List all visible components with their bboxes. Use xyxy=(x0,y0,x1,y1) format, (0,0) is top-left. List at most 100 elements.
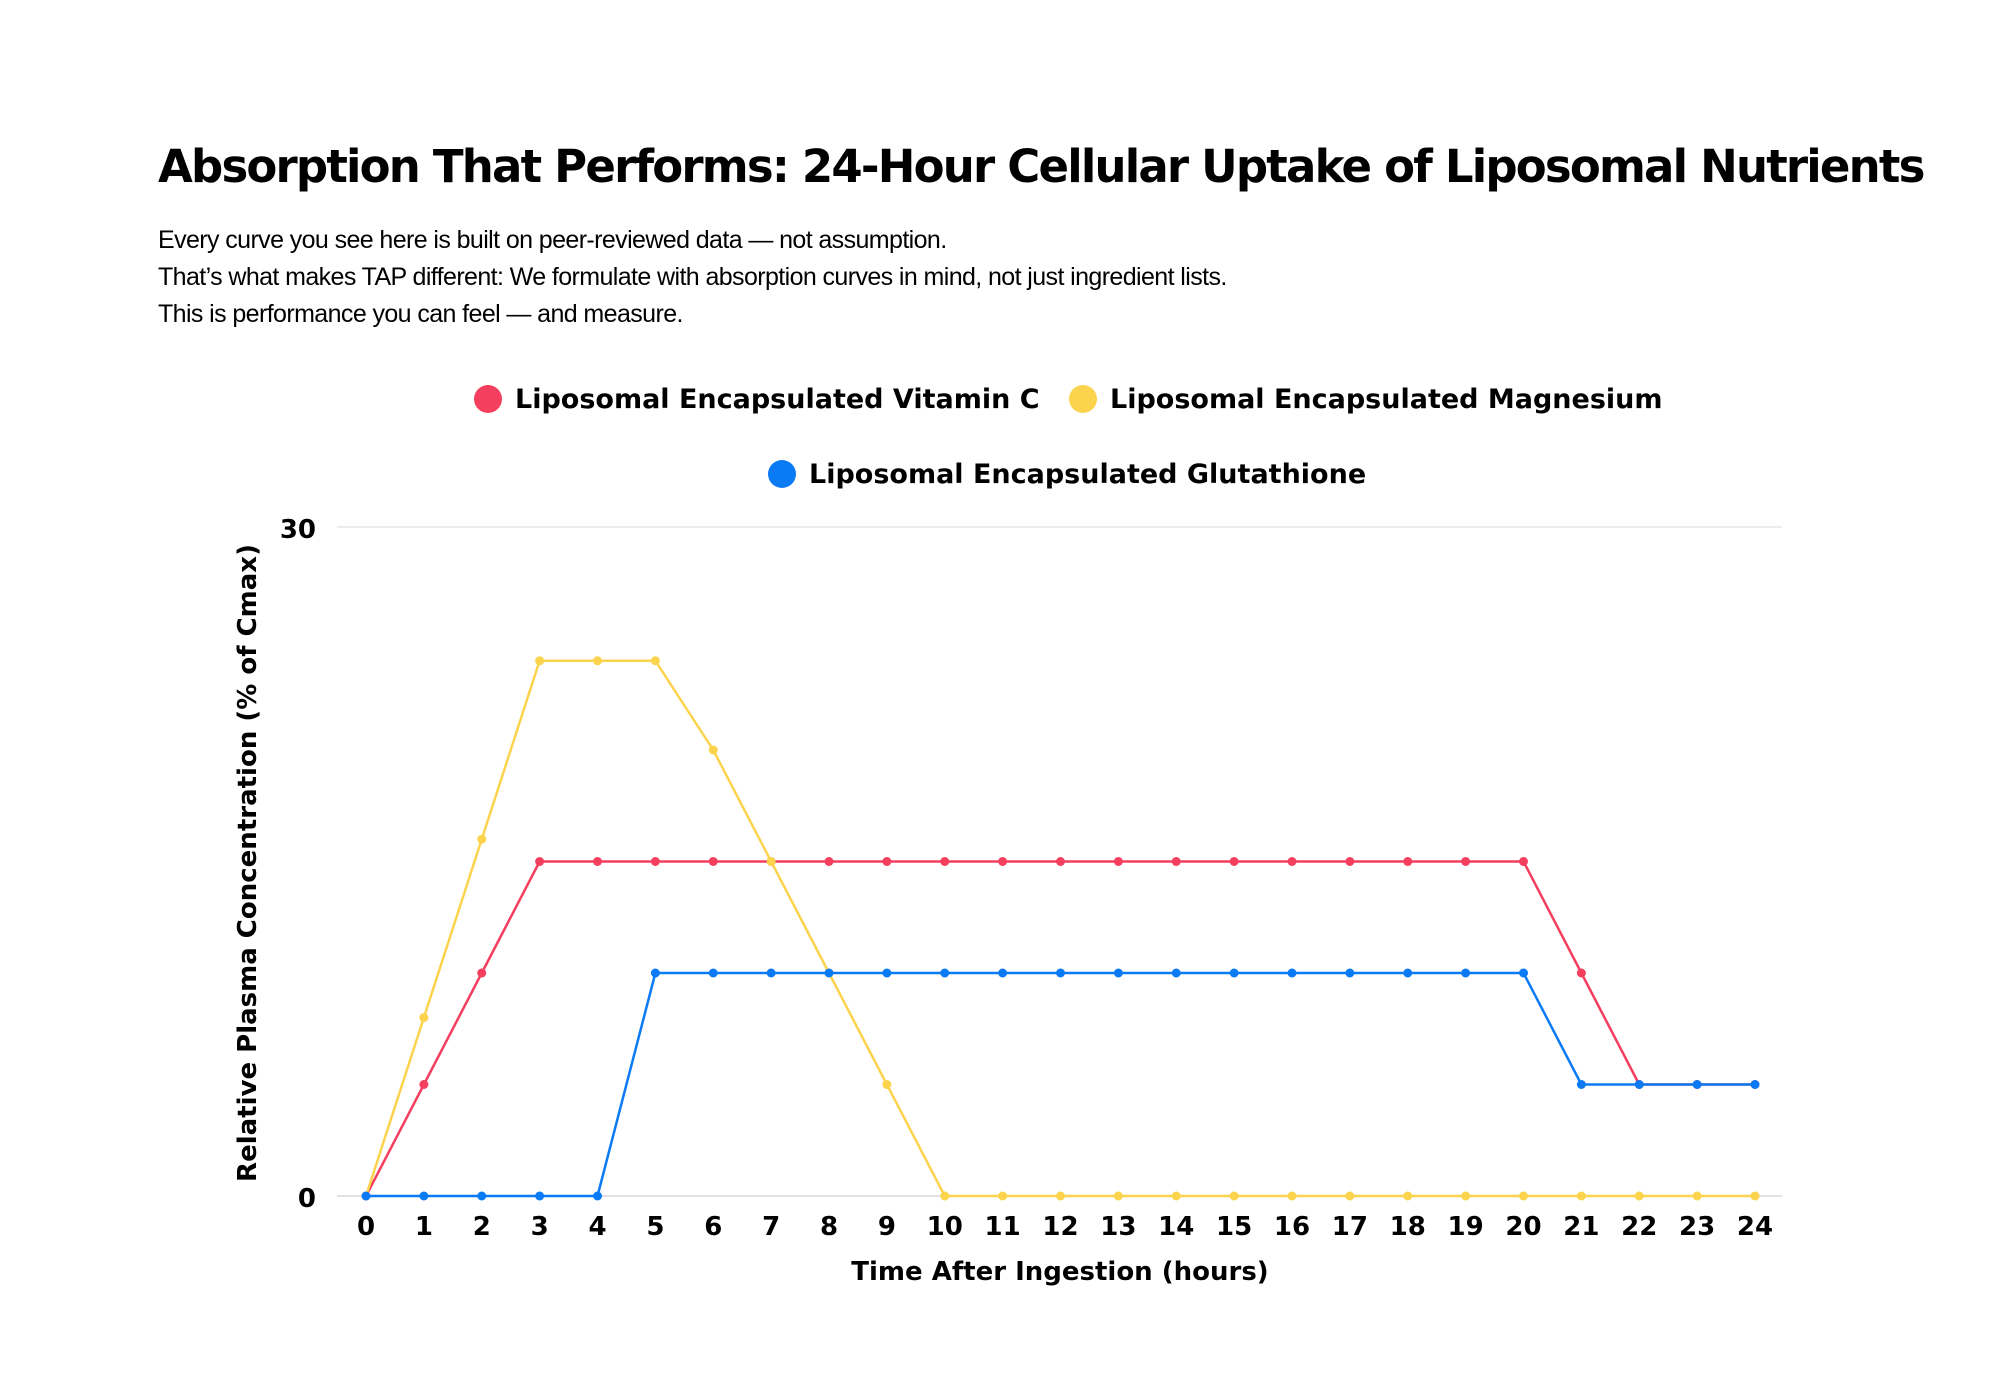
data-point-liposomal-encapsulated-vitamin-c xyxy=(1229,857,1239,866)
x-tick-label: 18 xyxy=(1390,1212,1426,1242)
data-point-liposomal-encapsulated-magnesium xyxy=(882,1080,892,1089)
data-point-liposomal-encapsulated-vitamin-c xyxy=(477,968,487,978)
data-point-liposomal-encapsulated-magnesium xyxy=(1287,1191,1297,1201)
data-point-liposomal-encapsulated-magnesium xyxy=(1692,1191,1702,1201)
series-line-liposomal-encapsulated-vitamin-c xyxy=(364,860,1755,1197)
data-point-liposomal-encapsulated-vitamin-c xyxy=(1345,857,1355,866)
x-tick-label: 17 xyxy=(1332,1212,1368,1242)
data-point-liposomal-encapsulated-glutathione xyxy=(535,1191,545,1201)
y-axis: 30 0 Relative Plasma Concentration (% of… xyxy=(233,515,316,1214)
data-point-liposomal-encapsulated-vitamin-c xyxy=(1113,857,1123,866)
data-point-liposomal-encapsulated-magnesium xyxy=(1113,1191,1123,1201)
series-layer xyxy=(361,656,1760,1201)
data-point-liposomal-encapsulated-vitamin-c xyxy=(1171,857,1181,866)
x-tick-label: 7 xyxy=(762,1212,780,1242)
data-point-liposomal-encapsulated-glutathione xyxy=(1634,1080,1644,1089)
data-point-liposomal-encapsulated-magnesium xyxy=(1056,1191,1065,1201)
y-axis-title: Relative Plasma Concentration (% of Cmax… xyxy=(233,544,263,1182)
x-axis-title: Time After Ingestion (hours) xyxy=(851,1257,1268,1287)
legend-marker-glutathione xyxy=(768,460,796,488)
data-point-liposomal-encapsulated-magnesium xyxy=(419,1013,429,1023)
data-point-liposomal-encapsulated-glutathione xyxy=(1287,968,1297,978)
x-tick-label: 23 xyxy=(1679,1212,1715,1242)
series-liposomal-encapsulated-glutathione xyxy=(361,968,1760,1201)
data-point-liposomal-encapsulated-magnesium xyxy=(1750,1191,1760,1201)
x-tick-label: 8 xyxy=(820,1212,838,1242)
data-point-liposomal-encapsulated-glutathione xyxy=(824,968,834,978)
data-point-liposomal-encapsulated-glutathione xyxy=(766,968,776,978)
x-tick-label: 10 xyxy=(927,1212,963,1242)
data-point-liposomal-encapsulated-vitamin-c xyxy=(1576,968,1586,978)
x-tick-label: 21 xyxy=(1563,1212,1599,1242)
data-point-liposomal-encapsulated-magnesium xyxy=(1461,1191,1471,1201)
x-tick-label: 9 xyxy=(878,1212,896,1242)
data-point-liposomal-encapsulated-vitamin-c xyxy=(1403,857,1413,866)
legend-label-magnesium: Liposomal Encapsulated Magnesium xyxy=(1110,384,1663,415)
data-point-liposomal-encapsulated-glutathione xyxy=(1750,1080,1760,1089)
data-point-liposomal-encapsulated-glutathione xyxy=(1113,968,1123,978)
data-point-liposomal-encapsulated-vitamin-c xyxy=(650,857,660,866)
x-tick-label: 19 xyxy=(1448,1212,1484,1242)
data-point-liposomal-encapsulated-vitamin-c xyxy=(1519,857,1528,866)
x-tick-label: 5 xyxy=(646,1212,664,1242)
legend-marker-vitamin-c xyxy=(474,385,502,413)
x-tick-label: 1 xyxy=(415,1212,433,1242)
data-point-liposomal-encapsulated-glutathione xyxy=(1692,1080,1702,1089)
data-point-liposomal-encapsulated-magnesium xyxy=(940,1191,950,1201)
data-point-liposomal-encapsulated-vitamin-c xyxy=(708,857,718,866)
x-tick-label: 15 xyxy=(1216,1212,1252,1242)
series-line-liposomal-encapsulated-magnesium xyxy=(364,659,1755,1198)
subtitle-line-1: Every curve you see here is built on pee… xyxy=(158,226,947,254)
y-tick-label-max: 30 xyxy=(280,515,316,545)
data-point-liposomal-encapsulated-vitamin-c xyxy=(535,857,545,866)
subtitle: Every curve you see here is built on pee… xyxy=(158,222,1227,333)
data-point-liposomal-encapsulated-glutathione xyxy=(1576,1080,1586,1089)
data-point-liposomal-encapsulated-magnesium xyxy=(766,857,776,866)
data-point-liposomal-encapsulated-glutathione xyxy=(1519,968,1528,978)
data-point-liposomal-encapsulated-glutathione xyxy=(1461,968,1471,978)
legend-label-vitamin-c: Liposomal Encapsulated Vitamin C xyxy=(515,384,1040,415)
data-point-liposomal-encapsulated-magnesium xyxy=(1403,1191,1413,1201)
data-point-liposomal-encapsulated-glutathione xyxy=(1229,968,1239,978)
legend-item-glutathione: Liposomal Encapsulated Glutathione xyxy=(768,459,1366,490)
legend-label-glutathione: Liposomal Encapsulated Glutathione xyxy=(809,459,1366,490)
data-point-liposomal-encapsulated-glutathione xyxy=(1345,968,1355,978)
data-point-liposomal-encapsulated-glutathione xyxy=(882,968,892,978)
data-point-liposomal-encapsulated-glutathione xyxy=(361,1191,371,1201)
subtitle-line-2: That’s what makes TAP different: We form… xyxy=(158,263,1227,291)
x-tick-label: 4 xyxy=(588,1212,606,1242)
data-point-liposomal-encapsulated-magnesium xyxy=(1171,1191,1181,1201)
data-point-liposomal-encapsulated-vitamin-c xyxy=(824,857,834,866)
data-point-liposomal-encapsulated-glutathione xyxy=(708,968,718,978)
data-point-liposomal-encapsulated-magnesium xyxy=(650,656,660,666)
data-point-liposomal-encapsulated-magnesium xyxy=(1576,1191,1586,1201)
data-point-liposomal-encapsulated-glutathione xyxy=(477,1191,487,1201)
data-point-liposomal-encapsulated-glutathione xyxy=(650,968,660,978)
data-point-liposomal-encapsulated-vitamin-c xyxy=(1056,857,1065,866)
data-point-liposomal-encapsulated-glutathione xyxy=(1171,968,1181,978)
data-point-liposomal-encapsulated-glutathione xyxy=(940,968,950,978)
data-point-liposomal-encapsulated-magnesium xyxy=(998,1191,1008,1201)
data-point-liposomal-encapsulated-magnesium xyxy=(1345,1191,1355,1201)
data-point-liposomal-encapsulated-vitamin-c xyxy=(1461,857,1471,866)
x-tick-label: 11 xyxy=(985,1212,1021,1242)
x-tick-label: 12 xyxy=(1042,1212,1078,1242)
subtitle-line-3: This is performance you can feel — and m… xyxy=(158,300,683,328)
data-point-liposomal-encapsulated-vitamin-c xyxy=(593,857,602,866)
series-line-liposomal-encapsulated-glutathione xyxy=(366,971,1755,1198)
y-tick-label-min: 0 xyxy=(298,1184,316,1214)
data-point-liposomal-encapsulated-magnesium xyxy=(535,656,545,666)
x-axis-ticks: 0 1 2 3 4 5 6 7 8 9 10 11 12 13 14 15 16 17 18 19 20 21 22 23 24 xyxy=(357,1212,1773,1242)
data-point-liposomal-encapsulated-glutathione xyxy=(1403,968,1413,978)
data-point-liposomal-encapsulated-magnesium xyxy=(477,834,487,844)
page-title: Absorption That Performs: 24-Hour Cellul… xyxy=(158,140,1925,193)
x-tick-label: 2 xyxy=(473,1212,491,1242)
x-tick-label: 13 xyxy=(1100,1212,1136,1242)
data-point-liposomal-encapsulated-vitamin-c xyxy=(998,857,1008,866)
x-tick-label: 24 xyxy=(1737,1212,1773,1242)
data-point-liposomal-encapsulated-magnesium xyxy=(1634,1191,1644,1201)
data-point-liposomal-encapsulated-magnesium xyxy=(1229,1191,1239,1201)
data-point-liposomal-encapsulated-glutathione xyxy=(1056,968,1065,978)
data-point-liposomal-encapsulated-glutathione xyxy=(419,1191,429,1201)
x-tick-label: 14 xyxy=(1158,1212,1194,1242)
